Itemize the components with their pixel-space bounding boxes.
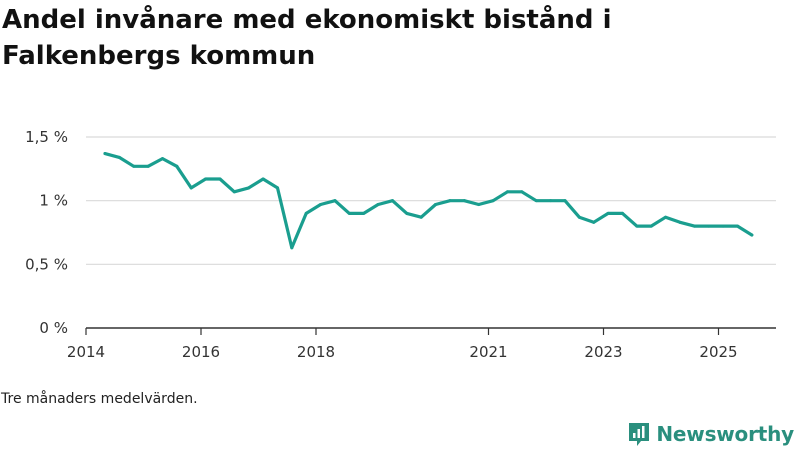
data-point[interactable] (204, 177, 208, 181)
series-line (103, 151, 754, 250)
x-tick-label: 2025 (699, 343, 737, 360)
data-point[interactable] (319, 202, 323, 206)
y-axis-labels: 0 % 0,5 % 1 % 1,5 % (25, 128, 68, 337)
data-point[interactable] (692, 224, 696, 228)
data-point[interactable] (735, 224, 739, 228)
x-tick-label: 2023 (584, 343, 622, 360)
data-point[interactable] (534, 199, 538, 203)
y-tick-label: 0 % (39, 319, 68, 337)
newsworthy-logo[interactable]: Newsworthy (627, 420, 794, 448)
x-axis (85, 327, 776, 335)
data-point[interactable] (290, 246, 294, 250)
data-point[interactable] (577, 215, 581, 219)
data-point[interactable] (376, 202, 380, 206)
data-point[interactable] (347, 211, 351, 215)
data-point[interactable] (232, 190, 236, 194)
data-point[interactable] (620, 211, 624, 215)
x-tick-label: 2014 (67, 343, 105, 360)
brand-name: Newsworthy (656, 422, 794, 446)
data-point[interactable] (664, 215, 668, 219)
data-point[interactable] (563, 199, 567, 203)
data-point[interactable] (505, 190, 509, 194)
data-point[interactable] (333, 199, 337, 203)
data-point[interactable] (390, 199, 394, 203)
newsworthy-logo-icon (629, 423, 650, 446)
x-tick-label: 2016 (182, 343, 220, 360)
data-point[interactable] (103, 152, 107, 156)
y-tick-label: 1 % (39, 192, 68, 210)
data-point[interactable] (649, 224, 653, 228)
data-point[interactable] (520, 190, 524, 194)
data-point[interactable] (175, 164, 179, 168)
data-point[interactable] (218, 177, 222, 181)
data-point[interactable] (189, 186, 193, 190)
data-point[interactable] (146, 164, 150, 168)
data-point[interactable] (132, 164, 136, 168)
x-axis-labels: 2014 2016 2018 2021 2023 2025 (67, 343, 738, 360)
y-tick-label: 0,5 % (25, 255, 68, 273)
data-point[interactable] (592, 220, 596, 224)
gridlines (86, 136, 776, 265)
data-point[interactable] (405, 211, 409, 215)
data-point[interactable] (117, 155, 121, 159)
data-point[interactable] (261, 177, 265, 181)
x-tick-label: 2018 (297, 343, 335, 360)
data-point[interactable] (721, 224, 725, 228)
data-point[interactable] (678, 220, 682, 224)
data-point[interactable] (160, 157, 164, 161)
data-point[interactable] (635, 224, 639, 228)
data-point[interactable] (491, 199, 495, 203)
data-point[interactable] (304, 211, 308, 215)
x-tick-label: 2021 (469, 343, 507, 360)
data-point[interactable] (477, 202, 481, 206)
data-point[interactable] (750, 233, 754, 237)
data-point[interactable] (419, 215, 423, 219)
data-point[interactable] (448, 199, 452, 203)
line-chart: 0 % 0,5 % 1 % 1,5 % 2014 2016 2018 2021 2023 202… (25, 128, 776, 360)
chart-caption: Tre månaders medelvärden. (1, 391, 198, 407)
data-point[interactable] (549, 199, 553, 203)
data-point[interactable] (362, 211, 366, 215)
data-point[interactable] (606, 211, 610, 215)
data-point[interactable] (707, 224, 711, 228)
data-point[interactable] (462, 199, 466, 203)
series-layer (103, 151, 754, 250)
data-point[interactable] (247, 186, 251, 190)
data-point[interactable] (434, 202, 438, 206)
y-tick-label: 1,5 % (25, 128, 68, 146)
data-point[interactable] (275, 186, 279, 190)
chart-title: Andel invånare med ekonomiskt bistånd i … (2, 5, 612, 71)
